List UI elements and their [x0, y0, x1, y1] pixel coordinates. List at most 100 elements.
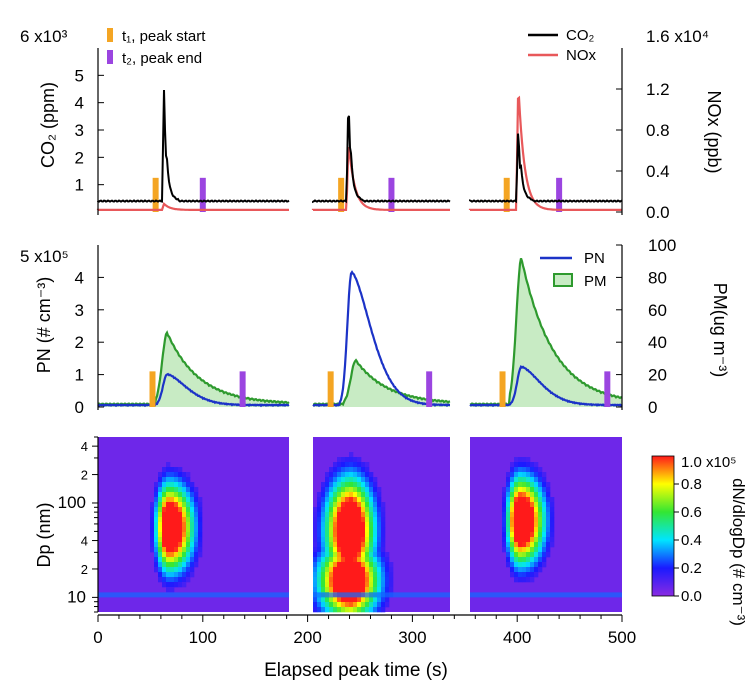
- heatmap-cell: [162, 467, 167, 473]
- heatmap-cell: [178, 522, 183, 528]
- heatmap-cell: [333, 487, 338, 493]
- heatmap-cell: [550, 542, 555, 548]
- heatmap-cell: [357, 527, 362, 533]
- heatmap-cell: [190, 532, 195, 538]
- heatmap-cell: [357, 467, 362, 473]
- heatmap-cell: [178, 562, 183, 568]
- heatmap-cell: [337, 532, 342, 538]
- heatmap-cell: [381, 502, 386, 508]
- heatmap-cell: [349, 487, 354, 493]
- pm-legend-label: PM: [584, 273, 607, 290]
- heatmap-cell: [170, 572, 175, 578]
- heatmap-cell: [365, 462, 370, 468]
- heatmap-cell: [170, 532, 175, 538]
- heatmap-cell: [341, 542, 346, 548]
- heatmap-cell: [357, 582, 362, 588]
- heatmap-cell: [313, 602, 318, 608]
- heatmap-cell: [329, 532, 334, 538]
- heatmap-cell: [162, 562, 167, 568]
- heatmap-cell: [341, 502, 346, 508]
- heatmap-cell: [313, 532, 318, 538]
- heatmap-cell: [158, 487, 163, 493]
- heatmap-cell: [313, 512, 318, 518]
- heatmap-cell: [349, 582, 354, 588]
- heatmap-cell: [518, 492, 523, 498]
- heatmap-cell: [538, 467, 543, 473]
- heatmap-cell: [369, 552, 374, 558]
- heatmap-cell: [385, 602, 390, 608]
- heatmap-cell: [385, 577, 390, 583]
- heatmap-cell: [182, 537, 187, 543]
- heatmap-cell: [377, 607, 382, 613]
- heatmap-cell: [506, 507, 511, 513]
- heatmap-cell: [321, 577, 326, 583]
- heatmap-cell: [381, 597, 386, 603]
- heatmap-cell: [506, 497, 511, 503]
- gas-left-tick-label: 3: [75, 121, 84, 140]
- heatmap-cell: [530, 562, 535, 568]
- heatmap-cell: [514, 532, 519, 538]
- heatmap-cell: [542, 562, 547, 568]
- heatmap-cell: [162, 552, 167, 558]
- heatmap-cell: [353, 517, 358, 523]
- t1-marker: [499, 371, 506, 407]
- heatmap-cell: [170, 472, 175, 478]
- heatmap-cell: [530, 577, 535, 583]
- heatmap-cell: [373, 477, 378, 483]
- heatmap-cell: [357, 572, 362, 578]
- heatmap-cell: [198, 502, 203, 508]
- heatmap-cell: [522, 552, 527, 558]
- heatmap-cell: [349, 587, 354, 593]
- heatmap-cell: [317, 577, 322, 583]
- heatmap-cell: [194, 512, 199, 518]
- heatmap-cell: [174, 562, 179, 568]
- heatmap-cell: [166, 587, 171, 593]
- time-tick-label: 300: [398, 628, 426, 647]
- size-distribution-heatmap: [98, 437, 622, 613]
- heatmap-cell: [506, 487, 511, 493]
- time-tick-label: 200: [293, 628, 321, 647]
- heatmap-cell: [190, 527, 195, 533]
- heatmap-cell: [353, 587, 358, 593]
- heatmap-cell: [190, 512, 195, 518]
- heatmap-cell: [337, 552, 342, 558]
- heatmap-cell: [530, 572, 535, 578]
- heatmap-cell: [506, 517, 511, 523]
- heatmap-cell: [337, 457, 342, 463]
- heatmap-cell: [353, 467, 358, 473]
- heatmap-cell: [530, 522, 535, 528]
- gas-legend-left: t₁, peak start t₂, peak end: [107, 28, 206, 67]
- heatmap-cell: [162, 557, 167, 563]
- heatmap-cell: [325, 602, 330, 608]
- heatmap-cell: [154, 542, 159, 548]
- heatmap-cell: [333, 542, 338, 548]
- heatmap-cell: [162, 547, 167, 553]
- heatmap-cell: [154, 537, 159, 543]
- heatmap-cell: [150, 507, 155, 513]
- pn-left-tick-label: 0: [75, 398, 84, 417]
- heatmap-cell: [518, 457, 523, 463]
- heatmap-cell: [365, 472, 370, 478]
- heatmap-cell: [510, 527, 515, 533]
- heatmap-cell: [333, 497, 338, 503]
- heatmap-cell: [522, 577, 527, 583]
- heatmap-cell: [174, 517, 179, 523]
- heatmap-cell: [345, 547, 350, 553]
- heatmap-cell: [341, 462, 346, 468]
- heatmap-cell: [365, 607, 370, 613]
- heatmap-cell: [510, 537, 515, 543]
- heatmap-cell: [186, 552, 191, 558]
- heatmap-cell: [514, 502, 519, 508]
- colorbar-tick-label: 0.6: [681, 504, 702, 521]
- heatmap-cell: [514, 542, 519, 548]
- heatmap-cell: [530, 482, 535, 488]
- heatmap-cell: [325, 552, 330, 558]
- dp-tick-label: 4: [81, 439, 88, 454]
- heatmap-cell: [325, 472, 330, 478]
- heatmap-cell: [329, 467, 334, 473]
- heatmap-cell: [369, 527, 374, 533]
- heatmap-cell: [389, 577, 394, 583]
- heatmap-cell: [546, 502, 551, 508]
- heatmap-cell: [361, 532, 366, 538]
